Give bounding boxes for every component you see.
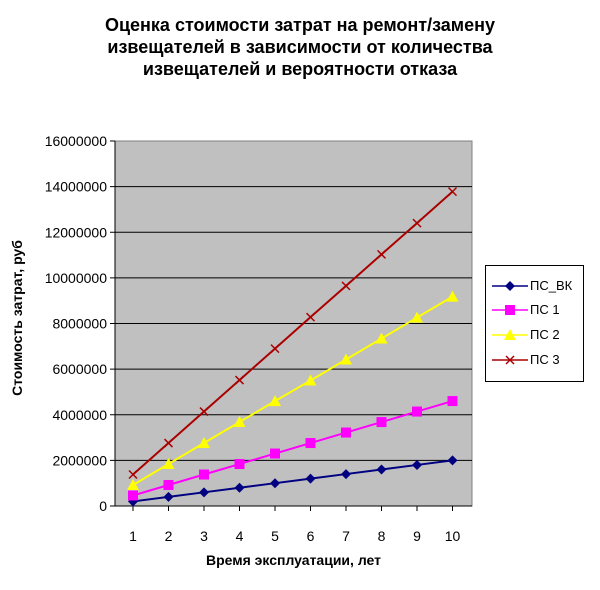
y-tick-label: 6000000: [52, 361, 107, 377]
data-point: [411, 311, 423, 323]
x-tick-labels: 1 2 3 4 5 6 7 8 9 10: [129, 506, 460, 544]
data-point: [304, 374, 317, 386]
series-line: [132, 459, 453, 503]
data-point: [234, 482, 245, 493]
data-point: [234, 375, 245, 385]
x-tick-label: 3: [200, 528, 208, 544]
data-point: [341, 469, 351, 480]
y-tick-label: 2000000: [52, 452, 107, 468]
x-axis-label: Время эксплуатации, лет: [206, 552, 381, 568]
data-point: [412, 218, 422, 228]
data-point: [163, 491, 174, 502]
data-point: [376, 249, 387, 259]
chart-title-line-1: Оценка стоимости затрат на ремонт/замену: [104, 15, 496, 35]
series-group: [127, 187, 459, 507]
data-point: [234, 459, 245, 470]
data-point: [269, 395, 281, 407]
y-axis-label: Стоимость затрат, руб: [9, 240, 25, 396]
legend-label: ПС 3: [530, 352, 560, 367]
series-1: [128, 455, 458, 507]
series-line: [132, 400, 453, 497]
legend-marker-triangle: [492, 329, 528, 340]
y-tick-labels: 0 2000000 4000000 6000000 8000000 10000000 120…: [45, 133, 115, 514]
data-point: [163, 480, 174, 491]
data-point: [128, 469, 138, 480]
data-point: [127, 479, 139, 491]
data-point: [199, 469, 209, 480]
data-point: [199, 487, 209, 498]
legend-label: ПС 2: [530, 327, 560, 342]
data-point: [270, 448, 280, 459]
legend-item-pc-3: ПС 3: [486, 351, 583, 369]
data-point: [305, 438, 316, 449]
data-point: [233, 416, 246, 428]
data-point: [412, 406, 422, 417]
data-point: [447, 396, 458, 407]
y-tick-label: 10000000: [45, 270, 108, 286]
y-tick-label: 14000000: [45, 179, 108, 195]
x-tick-label: 10: [445, 528, 461, 544]
x-tick-label: 9: [413, 528, 421, 544]
data-point: [270, 344, 280, 354]
x-tick-label: 4: [236, 528, 244, 544]
series-line: [132, 295, 454, 486]
legend-marker-square: [492, 305, 528, 315]
x-tick-label: 8: [378, 528, 386, 544]
chart-title-line-2: извещателей в зависимости от количества: [107, 37, 493, 57]
y-tick-label: 8000000: [52, 316, 107, 332]
legend-marker-diamond: [492, 281, 528, 291]
data-point: [341, 281, 351, 291]
data-point: [199, 407, 209, 417]
chart-title-line-3: извещателей и вероятности отказа: [142, 59, 458, 79]
data-point: [447, 187, 458, 197]
data-point: [162, 458, 175, 470]
data-point: [305, 473, 316, 484]
y-tick-label: 4000000: [52, 407, 107, 423]
x-tick-label: 7: [342, 528, 350, 544]
x-tick-label: 2: [165, 528, 173, 544]
data-point: [412, 459, 422, 470]
data-point: [376, 417, 387, 428]
series-3: [127, 290, 459, 491]
legend-item-pc-1: ПС 1: [486, 301, 583, 319]
data-point: [340, 353, 352, 365]
y-tick-label: 16000000: [45, 133, 108, 149]
legend-item-pc-2: ПС 2: [486, 326, 583, 344]
data-point: [375, 332, 388, 344]
x-tick-label: 1: [129, 528, 137, 544]
y-tick-label: 12000000: [45, 224, 108, 240]
data-point: [447, 455, 458, 466]
data-point: [128, 490, 138, 501]
data-point: [198, 437, 210, 449]
legend-label: ПС 1: [530, 302, 560, 317]
chart-title: Оценка стоимости затрат на ремонт/замену…: [40, 14, 560, 80]
series-line: [132, 190, 454, 476]
data-point: [341, 427, 351, 438]
x-tick-label: 5: [271, 528, 279, 544]
data-point: [163, 438, 174, 448]
legend-item-pc-vk: ПС_ВК: [486, 277, 583, 295]
y-axis-label-container: Стоимость затрат, руб: [2, 0, 32, 590]
legend-marker-x: [492, 355, 528, 365]
data-point: [305, 312, 316, 322]
x-tick-label: 6: [307, 528, 315, 544]
y-tick-label: 0: [99, 498, 107, 514]
data-point: [446, 290, 459, 302]
data-point: [270, 478, 280, 489]
series-2: [128, 396, 458, 501]
legend: ПС_ВК ПС 1 ПС 2 ПС 3: [485, 265, 584, 382]
series-4: [128, 187, 458, 480]
legend-label: ПС_ВК: [530, 278, 573, 293]
data-point: [376, 464, 387, 475]
